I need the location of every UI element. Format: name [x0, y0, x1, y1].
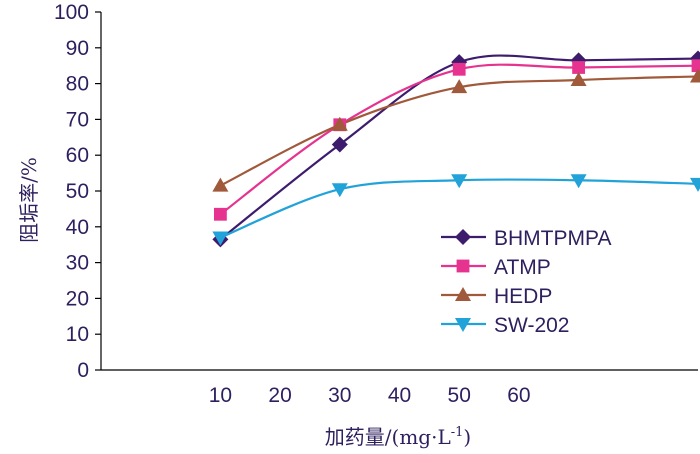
- x-tick-label: 50: [448, 384, 471, 407]
- data-point-hedp: [451, 79, 468, 94]
- x-axis-title-sup: -1: [451, 425, 464, 440]
- y-tick-label: 80: [66, 73, 89, 96]
- legend-marker: [455, 287, 471, 301]
- data-point-hedp: [570, 72, 587, 87]
- x-tick-label: 20: [268, 384, 291, 407]
- data-point-atmp: [214, 207, 227, 221]
- y-tick-label: 40: [66, 216, 89, 239]
- data-point-atmp: [691, 59, 700, 73]
- legend-label: HEDP: [494, 285, 552, 308]
- series-markers: [212, 50, 700, 248]
- y-axis-title: 阻垢率/%: [17, 157, 41, 243]
- x-ticks: 10 20 30 40 50 60: [209, 384, 531, 407]
- x-tick-label: 40: [388, 384, 411, 407]
- data-point-hedp: [331, 116, 348, 131]
- data-point-sw-202: [570, 174, 587, 189]
- data-point-hedp: [212, 177, 229, 192]
- x-axis-title-close: ): [463, 425, 471, 449]
- legend-marker: [456, 259, 470, 273]
- y-tick-label: 20: [66, 287, 89, 310]
- x-tick-label: 60: [507, 384, 530, 407]
- legend-label: SW-202: [494, 314, 569, 337]
- data-point-atmp: [572, 61, 585, 74]
- x-tick-label: 30: [328, 384, 351, 407]
- x-axis-title: 加药量/(mg·L-1): [325, 425, 471, 449]
- data-point-sw-202: [331, 183, 348, 198]
- data-point-bhmtpmpa: [331, 136, 348, 153]
- data-point-hedp: [690, 68, 700, 83]
- y-tick-label: 60: [66, 144, 89, 167]
- y-tick-label: 90: [66, 37, 89, 60]
- x-axis-title-main: 加药量/(mg·L: [325, 425, 451, 449]
- data-point-atmp: [452, 62, 466, 76]
- data-point-sw-202: [690, 177, 700, 192]
- x-tick-label: 10: [209, 384, 232, 407]
- data-point-sw-202: [451, 174, 468, 189]
- data-point-sw-202: [212, 231, 229, 246]
- legend-label: BHMTPMPA: [494, 227, 611, 250]
- legend-marker: [455, 229, 471, 245]
- data-point-bhmtpmpa: [451, 54, 468, 71]
- legend-label: ATMP: [494, 256, 551, 279]
- legend-marker: [455, 318, 471, 332]
- y-tick-label: 10: [66, 323, 89, 346]
- legend: BHMTPMPA ATMP HEDP SW-202: [441, 227, 611, 337]
- y-tick-label: 70: [66, 108, 89, 131]
- y-tick-label: 30: [66, 252, 89, 275]
- y-ticks: 0 10 20 30 40 50 60 70 80 90 100: [54, 1, 101, 382]
- y-tick-label: 100: [54, 1, 89, 24]
- y-tick-label: 0: [77, 359, 89, 382]
- y-tick-label: 50: [66, 180, 89, 203]
- axes: [100, 12, 698, 371]
